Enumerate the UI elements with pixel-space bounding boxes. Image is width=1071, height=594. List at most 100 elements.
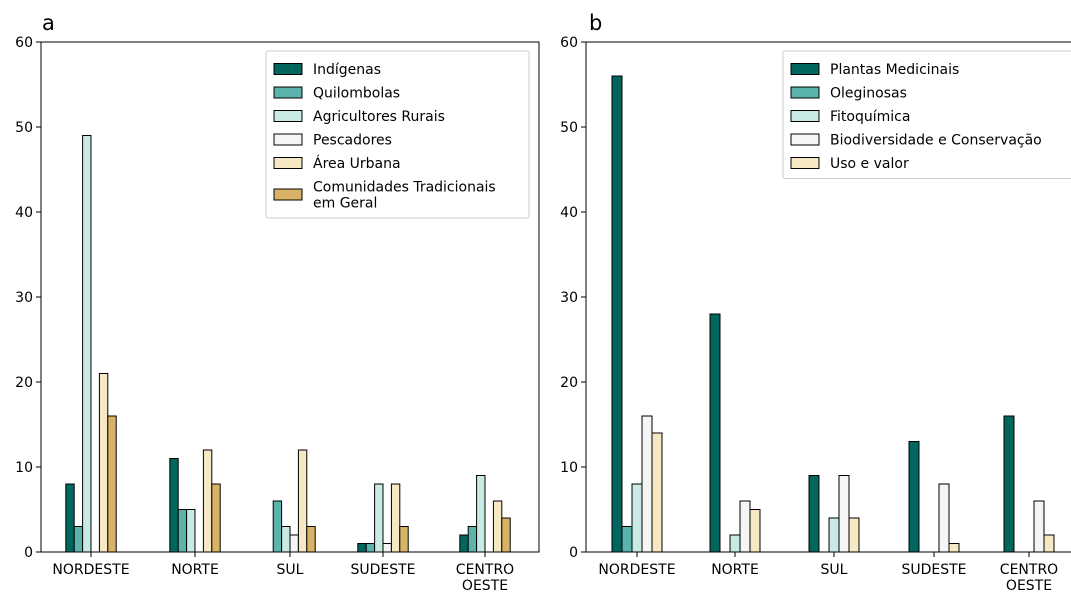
bar — [399, 526, 409, 553]
y-tick-label: 10 — [15, 460, 33, 476]
legend-label: Oleginosas — [830, 86, 907, 102]
bar — [186, 509, 196, 553]
x-tick-label: SUL — [821, 562, 848, 578]
bar — [651, 432, 663, 553]
y-tick-label: 50 — [560, 120, 578, 136]
bar — [365, 543, 376, 553]
bar — [641, 415, 653, 553]
legend-swatch — [790, 110, 820, 122]
bar — [709, 313, 721, 553]
bar — [808, 475, 820, 553]
legend-box — [782, 50, 1071, 179]
y-tick-label: 30 — [15, 290, 33, 306]
bar — [107, 415, 117, 553]
bar — [459, 534, 469, 553]
bar — [739, 500, 751, 553]
bar — [272, 500, 283, 553]
x-tick-label: NORDESTE — [52, 562, 129, 578]
legend-swatch — [273, 188, 303, 201]
legend-swatch — [273, 63, 303, 75]
bar — [938, 483, 950, 553]
legend-swatch — [273, 133, 303, 146]
bar — [729, 534, 741, 553]
y-tick-label: 30 — [560, 290, 578, 306]
x-tick-label: SUDESTE — [901, 562, 966, 578]
legend-swatch — [790, 63, 820, 75]
bar — [65, 483, 75, 553]
y-tick-label: 40 — [15, 205, 33, 221]
bar — [828, 517, 840, 553]
chart-panel-b: b 0 10 20 30 40 50 60 NORDESTE NORTE SUL SUDESTE CEN… — [560, 11, 1071, 594]
legend: Indígenas Quilombolas Agricultores Rurais P… — [265, 50, 530, 219]
legend-swatch — [790, 133, 820, 146]
legend-label: Indígenas — [313, 62, 381, 78]
legend-swatch — [273, 157, 303, 169]
legend-label: Comunidades Tradicionais em Geral — [313, 180, 496, 212]
bar — [1033, 500, 1045, 553]
bar — [621, 526, 633, 553]
bar — [98, 373, 109, 553]
bar — [202, 449, 213, 553]
bar — [73, 526, 84, 553]
y-tick-label: 60 — [560, 35, 578, 51]
bar — [838, 475, 850, 553]
x-tick-label: NORTE — [171, 562, 219, 578]
panel-label: b — [589, 11, 602, 35]
legend-label: Uso e valor — [830, 156, 909, 172]
bar — [467, 526, 478, 553]
y-tick-label: 20 — [15, 375, 33, 391]
legend: Plantas Medicinais Oleginosas Fitoquímica B… — [782, 50, 1071, 179]
x-tick-label: SUL — [277, 562, 304, 578]
y-tick-label: 20 — [560, 375, 578, 391]
bar — [297, 449, 308, 553]
bar — [177, 509, 188, 553]
bar — [374, 483, 384, 553]
bar — [357, 543, 367, 553]
bar — [169, 458, 179, 553]
panel-label: a — [42, 11, 55, 35]
legend-swatch — [273, 86, 303, 99]
y-tick-label: 0 — [569, 545, 578, 561]
bar — [501, 517, 511, 553]
legend-label: Biodiversidade e Conservação — [830, 133, 1042, 149]
y-tick-label: 10 — [560, 460, 578, 476]
bar — [476, 475, 486, 553]
bar — [611, 75, 623, 553]
legend-label: Plantas Medicinais — [830, 62, 959, 78]
bar — [749, 509, 761, 553]
legend-label: Fitoquímica — [830, 109, 910, 125]
bar — [492, 500, 503, 553]
chart-panel-a: a 0 10 20 30 40 50 60 NORDESTE NORTE SUL SUDESTE CEN… — [15, 11, 540, 594]
bar — [1003, 415, 1015, 553]
legend-label: Pescadores — [313, 133, 392, 149]
x-tick-label: CENTRO OESTE — [456, 562, 514, 594]
bar — [289, 534, 299, 553]
legend-label: Área Urbana — [313, 155, 401, 172]
bar — [382, 543, 392, 553]
y-tick-label: 60 — [15, 35, 33, 51]
bar — [1043, 534, 1055, 553]
x-tick-label: CENTRO OESTE — [1000, 562, 1058, 594]
bar — [948, 543, 960, 553]
bar — [908, 441, 920, 553]
bar — [306, 526, 316, 553]
y-tick-label: 40 — [560, 205, 578, 221]
bar — [211, 483, 221, 553]
x-tick-label: SUDESTE — [350, 562, 415, 578]
bar — [281, 526, 291, 553]
legend-swatch — [790, 157, 820, 169]
x-tick-label: NORDESTE — [598, 562, 675, 578]
y-tick-label: 50 — [15, 120, 33, 136]
legend-swatch — [273, 110, 303, 122]
x-tick-label: NORTE — [711, 562, 759, 578]
legend-label: Agricultores Rurais — [313, 109, 445, 125]
bar — [631, 483, 643, 553]
bar — [82, 135, 92, 553]
bar — [848, 517, 860, 553]
legend-swatch — [790, 86, 820, 99]
y-tick-label: 0 — [24, 545, 33, 561]
bar — [390, 483, 401, 553]
legend-box — [265, 50, 530, 219]
legend-label: Quilombolas — [313, 86, 400, 102]
